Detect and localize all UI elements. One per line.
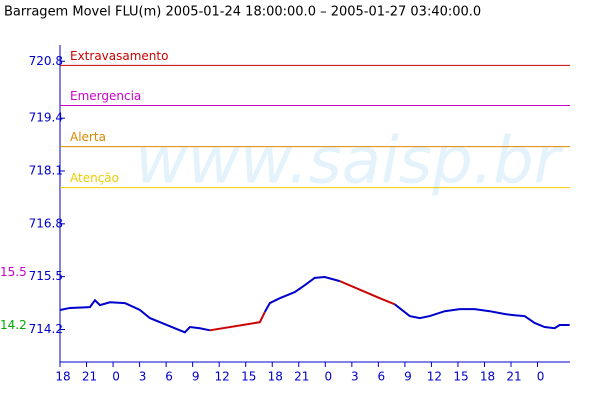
x-tick-label: 18 [55,370,70,384]
x-tick-label: 21 [506,370,521,384]
y-tick-label: 715.5 [29,269,63,283]
x-tick-label: 18 [480,370,495,384]
y-tick-label: 719.4 [29,111,63,125]
threshold-label: Emergencia [70,89,141,103]
x-tick-label: 18 [268,370,283,384]
x-tick-label: 3 [351,370,359,384]
x-tick-label: 21 [82,370,97,384]
x-tick-label: 12 [215,370,230,384]
y-tick-label: 718.1 [29,163,63,177]
x-tick-label: 0 [537,370,545,384]
y-tick-label: 714.2 [29,322,63,336]
data-line [59,276,570,334]
data-line [209,280,396,332]
x-tick-label: 0 [324,370,332,384]
y-tick-label: 720.8 [29,54,63,68]
x-tick-label: 0 [112,370,120,384]
threshold-label: Extravasamento [70,49,168,63]
threshold-label: Atenção [70,171,119,185]
threshold-label: Alerta [70,130,106,144]
x-tick-label: 6 [165,370,173,384]
x-tick-label: 21 [294,370,309,384]
side-label: 14.2 [0,318,27,332]
side-label: 15.5 [0,265,27,279]
x-tick-label: 15 [241,370,256,384]
watermark: www.saisp.br [135,125,564,199]
x-tick-label: 3 [139,370,147,384]
x-tick-label: 9 [404,370,412,384]
x-tick-label: 15 [453,370,468,384]
y-tick-label: 716.8 [29,216,63,230]
x-tick-label: 9 [192,370,200,384]
x-tick-label: 6 [378,370,386,384]
chart-title: Barragem Movel FLU(m) 2005-01-24 18:00:0… [4,5,481,20]
x-tick-label: 12 [427,370,442,384]
